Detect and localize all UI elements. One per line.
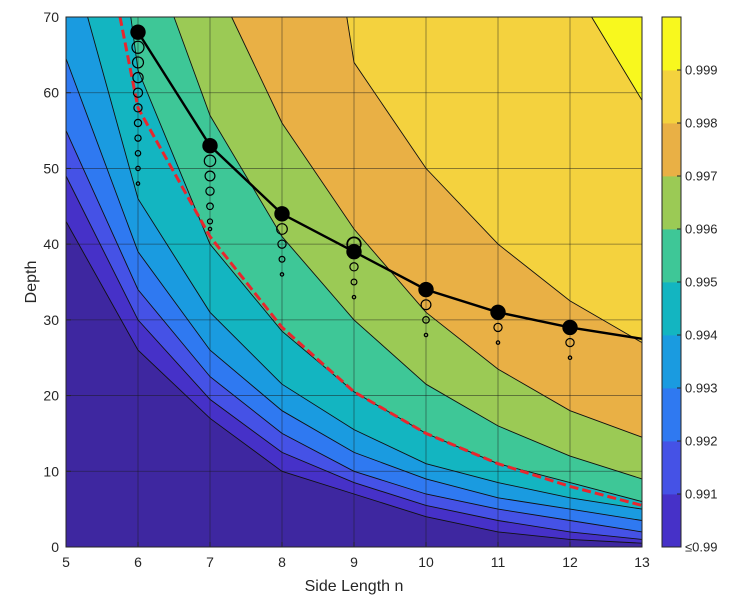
sample-point [420,299,432,311]
sample-point [495,340,501,345]
optimal-curve [136,31,643,340]
colorbar-swatch [662,229,681,283]
sample-point [205,186,215,196]
sample-point [133,103,143,113]
optimum-marker [130,24,146,40]
sample-point [132,71,144,84]
sample-point [350,278,358,286]
y-tick-label: 70 [43,9,59,25]
y-tick-label: 30 [43,312,59,328]
colorbar-label: 0.999 [685,63,718,78]
sample-point [206,218,214,225]
threshold-line [118,16,643,507]
contour-line [346,16,643,343]
y-axis: 0 10 20 30 40 50 60 70 [43,9,71,555]
contour-line [87,16,643,510]
sample-point [278,255,286,263]
contour-line [130,16,643,503]
sample-point [276,223,288,235]
sample-point [203,154,217,168]
contour-line [65,58,643,521]
colorbar-label: 0.996 [685,222,718,237]
x-tick-label: 9 [350,554,358,570]
sample-point [131,40,145,54]
colorbar-label: 0.997 [685,169,718,184]
sample-point [132,87,144,98]
x-tick-label: 11 [491,554,506,570]
y-tick-label: 10 [43,463,59,479]
contour-line [65,130,643,533]
colorbar-swatch [662,494,681,548]
optimum-marker [346,244,362,260]
x-tick-label: 8 [278,554,286,570]
contour-line [231,16,643,438]
x-tick-label: 5 [62,554,70,570]
contour-line [65,221,643,544]
sample-point [493,322,503,333]
y-tick-label: 50 [43,160,59,176]
optimum-marker [274,206,290,222]
x-axis-label: Side Length n [305,578,404,595]
x-tick-label: 12 [562,554,578,570]
colorbar-label: 0.993 [685,381,718,396]
sample-point [134,134,142,142]
sample-point [131,56,145,69]
x-tick-label: 7 [206,554,214,570]
sample-point [277,239,287,249]
colorbar-label: ≤0.99 [685,540,717,555]
colorbar-label: 0.991 [685,487,718,502]
y-tick-label: 0 [51,539,59,555]
x-axis: 5 6 7 8 9 10 11 12 13 [62,542,650,570]
contour-line [65,175,643,540]
sample-point [135,165,141,172]
colorbar-label: 0.995 [685,275,718,290]
colorbar: ≤0.99 0.991 0.992 0.993 0.994 0.995 0.996 0.997… [661,16,718,555]
colorbar-label: 0.998 [685,116,718,131]
sample-point [567,355,573,361]
x-tick-label: 13 [634,554,650,570]
y-tick-label: 20 [43,388,59,404]
contour-line [173,16,643,480]
y-axis-label: Depth [23,261,40,304]
sample-point [204,170,216,182]
sample-point [206,202,214,211]
sample-point [135,181,141,186]
colorbar-swatch [662,282,681,336]
sample-point [351,294,357,300]
x-tick-label: 6 [134,554,142,570]
colorbar-label: 0.992 [685,434,718,449]
contour-lines [65,16,643,544]
optimum-marker [202,138,218,154]
colorbar-swatch [662,70,681,124]
x-tick-label: 10 [418,554,434,570]
sample-point [565,337,575,348]
contour-line [591,16,643,101]
sample-point [279,272,285,277]
optimum-marker [490,304,506,320]
contour-band-fill [346,17,642,343]
sample-point [134,149,142,157]
optimum-marker [562,319,578,336]
colorbar-swatch [662,123,681,177]
sample-point [422,315,430,324]
colorbar-swatch [662,17,681,71]
optimum-marker [418,281,434,298]
series-lines [118,16,643,507]
colorbar-label: 0.994 [685,328,718,343]
sample-point [207,226,213,232]
colorbar-swatch [662,441,681,495]
y-tick-label: 40 [43,236,59,252]
sample-markers [130,24,578,361]
sample-point [349,262,359,272]
sample-point [133,118,143,128]
colorbar-swatch [662,335,681,389]
sample-point [423,332,429,338]
y-tick-label: 60 [43,85,59,101]
colorbar-swatch [662,176,681,230]
colorbar-swatch [662,388,681,442]
